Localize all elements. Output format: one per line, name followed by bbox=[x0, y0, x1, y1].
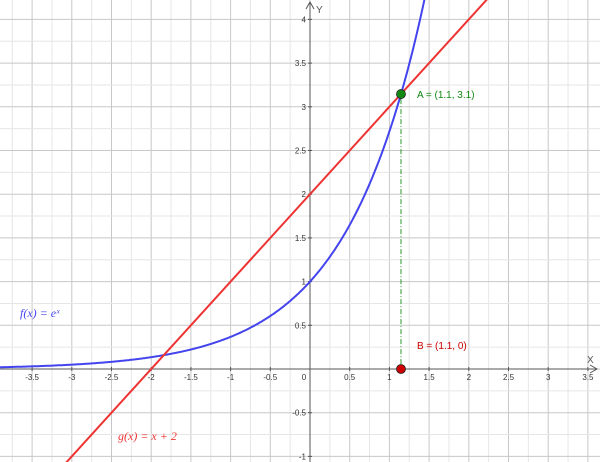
x-tick-label: 2 bbox=[467, 373, 472, 382]
x-tick-label: -2 bbox=[148, 373, 156, 382]
line-g[interactable] bbox=[56, 0, 493, 462]
x-tick-label: -3.5 bbox=[25, 373, 39, 382]
y-tick-label: 1 bbox=[302, 278, 307, 287]
point-A[interactable] bbox=[396, 89, 406, 99]
g-label: g(x) = x + 2 bbox=[118, 429, 177, 443]
x-tick-label: -1 bbox=[227, 373, 235, 382]
point-B-label: B = (1.1, 0) bbox=[417, 341, 467, 352]
x-tick-label: -3 bbox=[68, 373, 76, 382]
x-axis-label: X bbox=[587, 355, 594, 366]
y-tick-label: 3 bbox=[302, 103, 307, 112]
y-tick-label: 3.5 bbox=[295, 59, 307, 68]
point-B[interactable] bbox=[396, 364, 406, 374]
y-tick-label: 4 bbox=[302, 15, 307, 24]
x-tick-label: 0.5 bbox=[344, 373, 356, 382]
y-tick-label: 2 bbox=[302, 190, 307, 199]
f-label: f(x) = eˣ bbox=[20, 306, 60, 320]
x-tick-label: -0.5 bbox=[263, 373, 277, 382]
x-tick-label: -2.5 bbox=[105, 373, 119, 382]
x-tick-label: 1 bbox=[387, 373, 392, 382]
x-tick-label: 1.5 bbox=[424, 373, 436, 382]
y-tick-label: -0.5 bbox=[292, 409, 306, 418]
points[interactable]: A = (1.1, 3.1) B = (1.1, 0) bbox=[396, 89, 475, 374]
y-tick-label: -1 bbox=[299, 452, 307, 461]
x-tick-label: 0 bbox=[302, 373, 307, 382]
y-axis-arrow bbox=[305, 0, 315, 10]
x-tick-label: -1.5 bbox=[184, 373, 198, 382]
curves[interactable] bbox=[0, 0, 493, 462]
point-A-label: A = (1.1, 3.1) bbox=[417, 90, 475, 101]
y-tick-label: 1.5 bbox=[295, 234, 307, 243]
x-tick-label: 2.5 bbox=[503, 373, 515, 382]
x-axis-arrow bbox=[589, 364, 599, 374]
tick-labels: -3.5 -3 -2.5 -2 -1.5 -1 -0.5 0 0.5 1 1.5 2 2.5 3 3.5 -1… bbox=[25, 15, 594, 461]
y-tick-label: 2.5 bbox=[295, 147, 307, 156]
function-labels: f(x) = eˣ g(x) = x + 2 bbox=[20, 306, 177, 443]
y-tick-label: 0.5 bbox=[295, 321, 307, 330]
y-axis-label: Y bbox=[316, 5, 323, 16]
x-tick-label: 3.5 bbox=[582, 373, 594, 382]
curve-f[interactable] bbox=[0, 0, 426, 369]
x-tick-label: 3 bbox=[546, 373, 551, 382]
